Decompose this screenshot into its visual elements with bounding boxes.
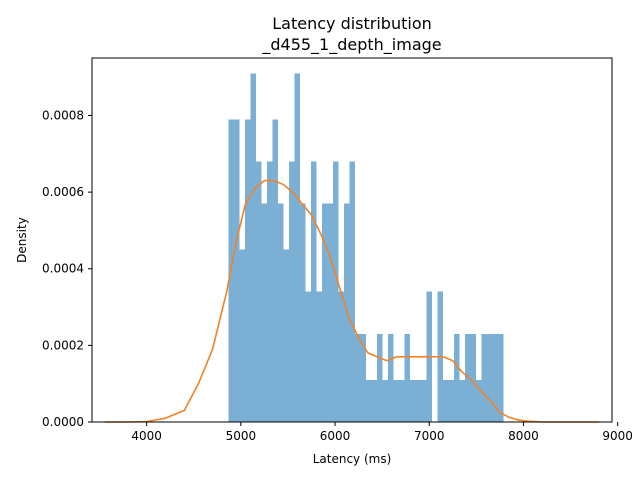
histogram-bar — [410, 379, 416, 422]
histogram-bar — [382, 379, 389, 422]
x-axis: 4000 5000 6000 7000 8000 9000 — [131, 422, 633, 443]
histogram-bar — [338, 291, 345, 422]
y-tick-label: 0.0004 — [42, 262, 84, 276]
x-axis-label: Latency (ms) — [313, 452, 392, 466]
histogram-bar — [421, 379, 427, 422]
histogram-bar — [371, 379, 378, 422]
histogram-bar — [349, 161, 356, 422]
histogram-bar — [481, 333, 488, 422]
histogram-bar — [333, 161, 339, 422]
histogram-bar — [327, 203, 334, 422]
histogram-bar — [311, 161, 317, 422]
plot-area — [104, 73, 600, 423]
chart-subtitle: _d455_1_depth_image — [261, 35, 441, 55]
histogram-bar — [234, 119, 240, 422]
histogram-bar — [250, 73, 257, 422]
histogram-bar — [360, 333, 367, 422]
kde-density-line — [104, 179, 600, 423]
histogram-bar — [498, 333, 504, 422]
histogram-bar — [316, 291, 323, 422]
histogram-bar — [267, 161, 273, 422]
histogram-bar — [443, 379, 449, 422]
plot-frame — [91, 57, 613, 423]
histogram-bar — [388, 333, 394, 422]
histogram-bar — [377, 333, 383, 422]
y-tick-label: 0.0008 — [42, 108, 84, 122]
y-tick-label: 0.0002 — [42, 338, 84, 352]
histogram-bar — [476, 379, 482, 422]
histogram-bar — [256, 161, 262, 422]
histogram-bar — [366, 379, 372, 422]
histogram-bar — [272, 119, 279, 422]
histogram-bar — [487, 333, 493, 422]
x-tick-label: 4000 — [131, 429, 162, 443]
histogram-bar — [305, 291, 312, 422]
histogram-bar — [465, 333, 471, 422]
x-tick-label: 8000 — [508, 429, 539, 443]
histogram-bar — [492, 333, 499, 422]
histogram-bar — [283, 249, 290, 422]
y-axis: 0.0000 0.0002 0.0004 0.0006 0.0008 — [42, 108, 92, 429]
histogram-bar — [404, 333, 411, 422]
histogram-bar — [300, 203, 306, 422]
histogram-bar — [415, 379, 422, 422]
y-axis-label: Density — [15, 217, 29, 263]
histogram-bar — [399, 379, 405, 422]
histogram-bar — [459, 379, 466, 422]
histogram-bar — [470, 333, 477, 422]
histogram-bar — [322, 203, 328, 422]
y-tick-label: 0.0000 — [42, 415, 84, 429]
x-tick-label: 5000 — [226, 429, 257, 443]
histogram-bar — [245, 119, 251, 422]
histogram-bar — [261, 203, 268, 422]
x-tick-label: 7000 — [414, 429, 445, 443]
histogram-bar — [355, 333, 361, 422]
y-tick-label: 0.0006 — [42, 185, 84, 199]
histogram-bar — [239, 249, 246, 422]
histogram-bar — [448, 379, 455, 422]
histogram-bar — [294, 73, 301, 422]
histogram-bar — [454, 333, 460, 422]
chart-title: Latency distribution — [272, 14, 432, 33]
histogram-bar — [393, 379, 400, 422]
x-tick-label: 9000 — [602, 429, 633, 443]
histogram-bar — [289, 161, 295, 422]
x-tick-label: 6000 — [320, 429, 351, 443]
histogram-bar — [278, 203, 284, 422]
